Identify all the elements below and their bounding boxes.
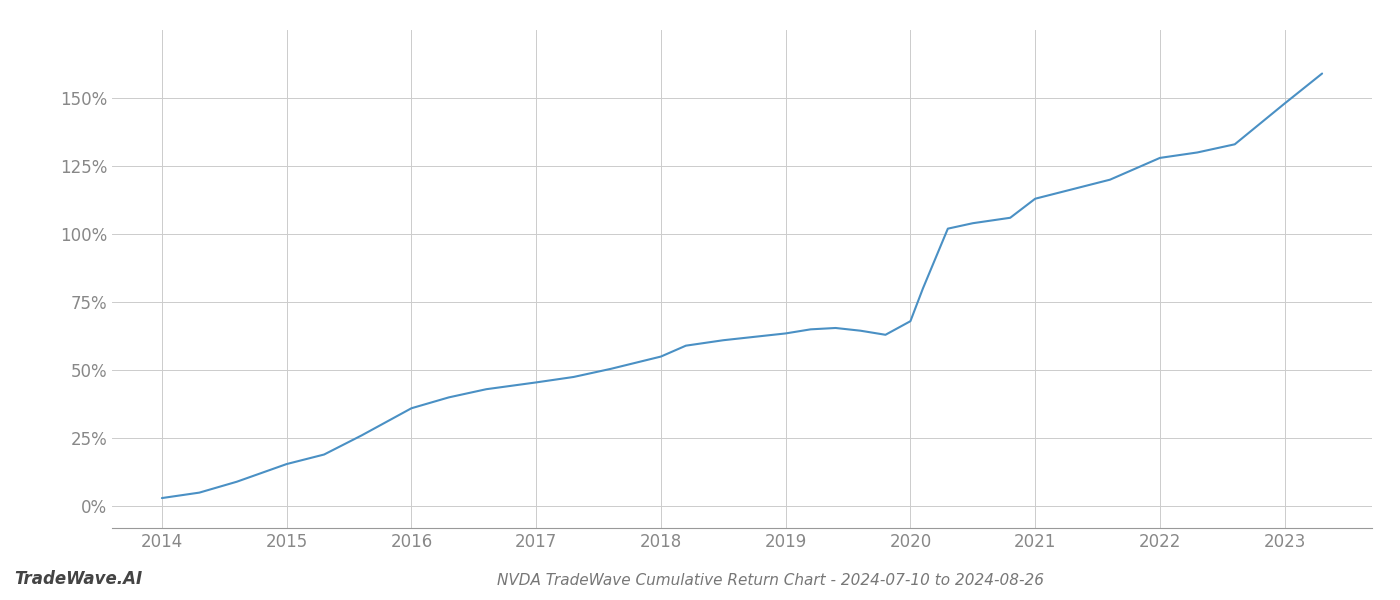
Text: TradeWave.AI: TradeWave.AI (14, 570, 143, 588)
Text: NVDA TradeWave Cumulative Return Chart - 2024-07-10 to 2024-08-26: NVDA TradeWave Cumulative Return Chart -… (497, 573, 1043, 588)
